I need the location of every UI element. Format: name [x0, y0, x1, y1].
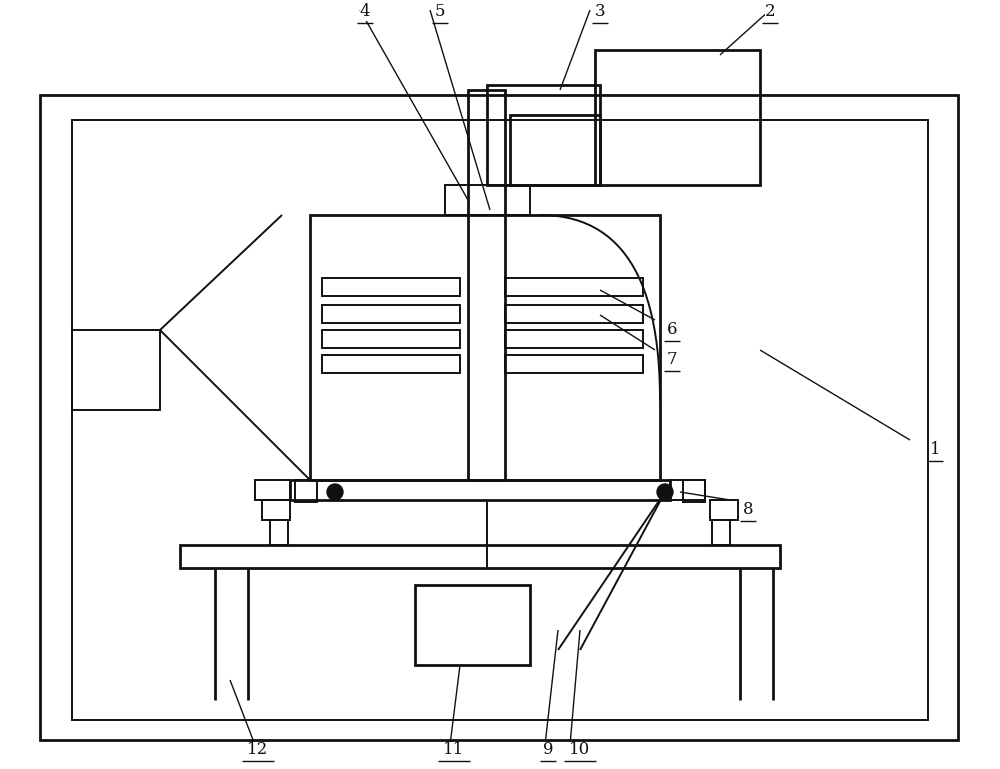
- Text: 5: 5: [435, 4, 445, 21]
- Bar: [322, 278, 460, 296]
- Bar: [505, 278, 643, 296]
- Bar: [295, 480, 317, 502]
- Bar: [710, 500, 738, 520]
- Bar: [468, 90, 505, 480]
- Bar: [510, 115, 600, 185]
- Text: 7: 7: [667, 351, 677, 368]
- Bar: [670, 480, 705, 500]
- Text: 12: 12: [247, 741, 269, 758]
- Bar: [322, 355, 460, 373]
- Bar: [505, 355, 643, 373]
- Bar: [310, 215, 660, 480]
- Bar: [712, 520, 730, 545]
- Circle shape: [657, 484, 673, 500]
- Bar: [505, 330, 643, 348]
- Bar: [40, 95, 958, 740]
- Bar: [505, 305, 643, 323]
- Bar: [255, 480, 290, 500]
- Text: 11: 11: [443, 741, 465, 758]
- Bar: [322, 305, 460, 323]
- Text: 3: 3: [595, 4, 605, 21]
- Text: 8: 8: [743, 501, 753, 518]
- Text: 4: 4: [360, 4, 370, 21]
- Bar: [72, 330, 160, 410]
- Bar: [290, 480, 670, 500]
- Bar: [72, 120, 928, 720]
- Bar: [595, 50, 760, 185]
- Text: 10: 10: [569, 741, 591, 758]
- Text: 9: 9: [543, 741, 553, 758]
- Bar: [415, 585, 530, 665]
- Bar: [322, 330, 460, 348]
- Bar: [683, 480, 705, 502]
- Text: 2: 2: [765, 4, 775, 21]
- Circle shape: [327, 484, 343, 500]
- Text: 1: 1: [930, 441, 940, 458]
- Bar: [270, 520, 288, 545]
- Bar: [487, 85, 600, 185]
- Bar: [180, 545, 780, 568]
- Text: 6: 6: [667, 321, 677, 338]
- Bar: [262, 500, 290, 520]
- Bar: [445, 185, 530, 215]
